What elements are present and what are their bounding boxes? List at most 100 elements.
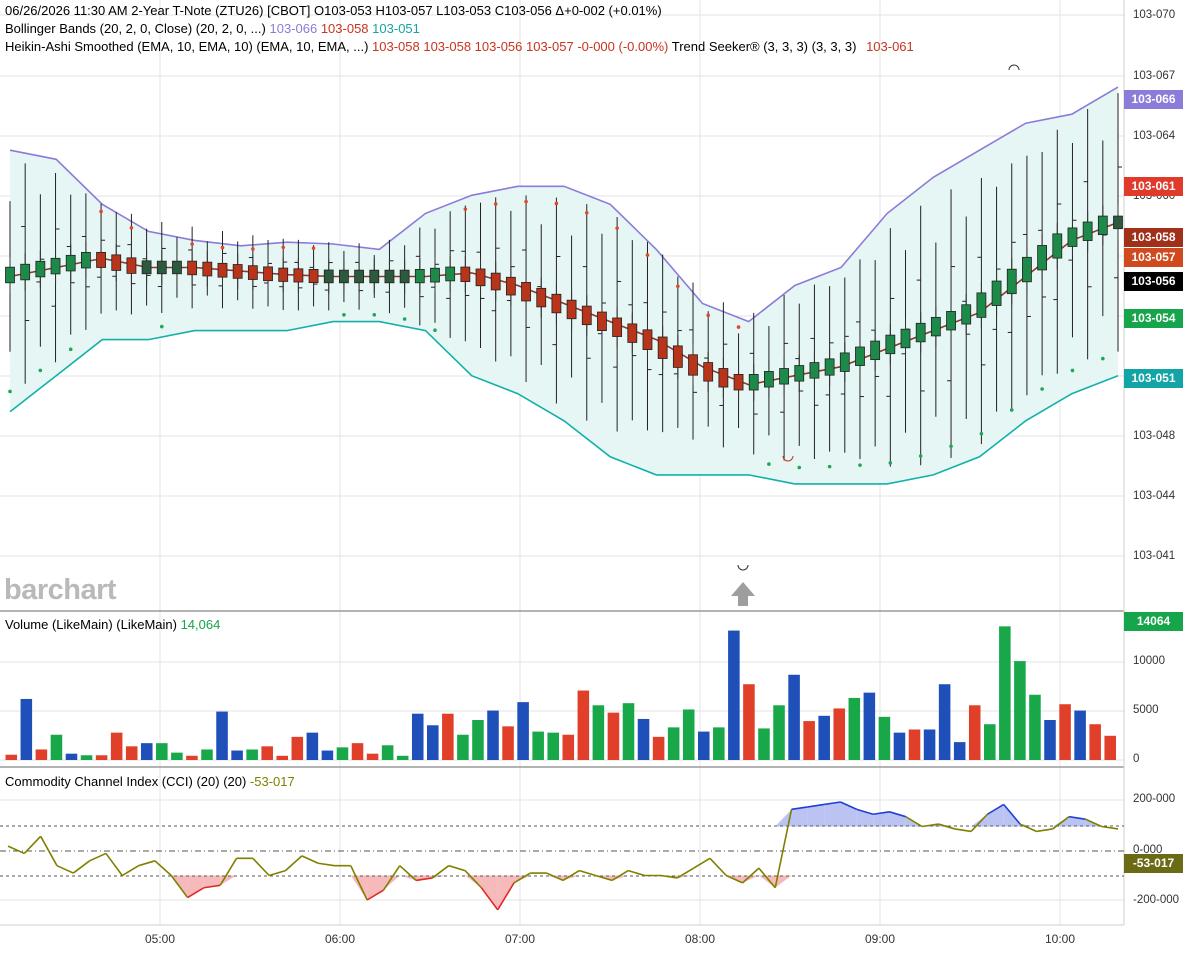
cci-line (7, 801, 1119, 911)
heikin-ashi-candle (1067, 227, 1078, 247)
low-marker-icon (737, 564, 749, 571)
trend-seeker-label: Trend Seeker® (3, 3, 3) (3, 3, 3) (671, 39, 857, 54)
heikin-ashi-legend: Heikin-Ashi Smoothed (EMA, 10, EMA, 10) … (5, 38, 914, 55)
heikin-ashi-candle (748, 374, 759, 391)
cci-segment (350, 865, 368, 901)
cci-segment (56, 864, 74, 874)
cci-segment (970, 813, 988, 832)
heikin-ashi-candle (217, 262, 228, 278)
cci-segment (709, 857, 727, 877)
time-tick: 09:00 (864, 932, 896, 946)
trend-seeker-dot (1101, 356, 1105, 361)
volume-bar (20, 698, 33, 760)
heikin-ashi-candle (1006, 268, 1017, 295)
bollinger-upper-value: 103-066 (269, 21, 318, 36)
cci-oversold-fill (758, 875, 776, 888)
cci-overbought-fill (824, 802, 841, 827)
bollinger-mid-value: 103-058 (320, 21, 369, 36)
volume-bar (1059, 704, 1071, 760)
trend-seeker-dot (220, 245, 225, 250)
heikin-ashi-candle (1097, 215, 1108, 236)
trend-seeker-dot (493, 202, 498, 206)
cci-segment (72, 860, 91, 874)
heikin-ashi-candle (976, 292, 987, 318)
cci-oversold-fill (611, 875, 629, 881)
trend-seeker-dot (524, 199, 528, 204)
cci-overbought-fill (775, 809, 792, 827)
heikin-ashi-candle (20, 263, 31, 281)
cci-oversold-fill (497, 875, 515, 910)
last-price-box: 103-056 (1124, 272, 1183, 291)
price-tick: 103-048 (1133, 430, 1176, 442)
heikin-ashi-candle (445, 266, 456, 282)
cci-segment (807, 803, 825, 808)
cci-overbought-fill (791, 806, 808, 827)
heikin-ashi-candle (930, 316, 941, 337)
heikin-ashi-candle (96, 251, 106, 268)
time-tick: 10:00 (1044, 932, 1076, 946)
cci-segment (758, 867, 776, 889)
cci-overbought-fill (873, 811, 890, 827)
trend-seeker-dot (979, 431, 984, 436)
cci-segment (23, 835, 42, 855)
heikin-ashi-candle (172, 260, 182, 275)
heikin-ashi-candle (293, 268, 304, 283)
cci-segment (921, 823, 939, 828)
cci-segment (39, 835, 58, 867)
cci-overbought-fill (807, 804, 825, 827)
heikin-ashi-candle (5, 266, 15, 284)
heikin-ashi-candle (551, 293, 562, 314)
cci-segment (938, 823, 955, 830)
heikin-ashi-candle (688, 354, 698, 376)
heikin-ashi-candle (187, 260, 198, 276)
volume-legend: Volume (LikeMain) (LikeMain) 14,064 (5, 616, 220, 633)
heikin-ashi-candle (794, 365, 805, 382)
volume-bar (50, 734, 63, 760)
cci-segment (1068, 815, 1086, 820)
bollinger-legend: Bollinger Bands (20, 2, 0, Close) (20, 2… (5, 20, 420, 37)
heikin-ashi-candle (156, 260, 167, 275)
heikin-ashi-candle (991, 280, 1002, 306)
cci-segment (382, 865, 401, 891)
heikin-ashi-candle (657, 336, 668, 359)
heikin-ashi-candle (961, 304, 972, 325)
cci-segment (138, 860, 156, 867)
volume-bar (411, 713, 424, 760)
heikin-ashi-candle (126, 257, 137, 274)
heikin-ashi-candle (80, 251, 91, 269)
cci-segment (301, 855, 319, 864)
heikin-ashi-candle (50, 257, 61, 275)
bollinger-upper-box: 103-066 (1124, 90, 1183, 109)
volume-bar (999, 626, 1011, 760)
cci-segment (1085, 818, 1103, 828)
volume-bar (457, 734, 469, 760)
price-tick: 103-064 (1133, 130, 1176, 142)
cci-segment (252, 857, 270, 877)
volume-bar (381, 745, 394, 760)
volume-bar (261, 746, 273, 760)
cci-segment (1003, 803, 1021, 825)
cci-segment (415, 877, 433, 882)
trend-seeker-dot (858, 463, 862, 467)
volume-bar (953, 742, 966, 760)
cci-segment (1101, 825, 1119, 830)
cci-label: Commodity Channel Index (CCI) (20) (20) (5, 774, 247, 789)
cci-segment (742, 867, 760, 884)
volume-bar (773, 705, 785, 760)
bollinger-mid-box: 103-058 (1124, 228, 1183, 247)
trend-seeker-dot (736, 325, 741, 329)
volume-bar (547, 732, 559, 760)
trend-seeker-dot (311, 246, 316, 250)
trend-seeker-value: 103-061 (866, 39, 914, 54)
volume-bar (366, 753, 379, 760)
price-tick: 103-041 (1133, 550, 1176, 562)
high-marker-icon (1008, 64, 1020, 71)
heikin-ashi-candle (885, 334, 896, 355)
heikin-ashi-candle (354, 269, 364, 284)
cci-tick: 0-000 (1133, 844, 1163, 856)
heikin-ashi-candle (672, 345, 683, 368)
volume-bar (848, 697, 861, 760)
time-tick: 06:00 (324, 932, 356, 946)
trend-seeker-box: 103-061 (1124, 177, 1183, 196)
volume-bar (201, 749, 213, 760)
